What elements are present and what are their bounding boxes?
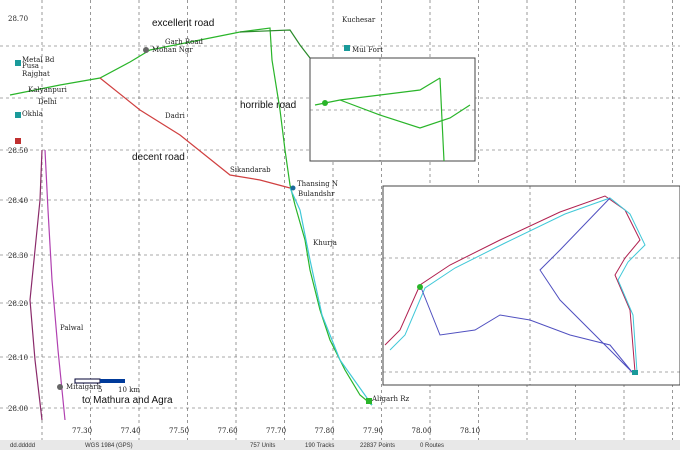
lat-label: 28.20 <box>8 300 28 308</box>
place-label: Mohan Ngr <box>152 46 193 54</box>
status-text: 757 Units <box>250 443 275 449</box>
marker <box>15 60 21 66</box>
marker <box>417 284 423 290</box>
lon-label: 77.80 <box>315 427 335 435</box>
inset-aligarh <box>382 185 680 386</box>
place-label: Thansing N <box>297 180 338 188</box>
route <box>29 149 43 421</box>
scale-segment <box>100 379 125 383</box>
route <box>9 27 373 406</box>
status-text: 0 Routes <box>420 443 444 449</box>
inset-hapur <box>309 57 476 162</box>
place-label: Delhi <box>38 98 58 106</box>
marker <box>15 112 21 118</box>
place-label: Rajghat <box>22 70 50 78</box>
lon-label: 77.60 <box>218 427 238 435</box>
route <box>419 197 633 373</box>
lat-label: 28.00 <box>8 405 28 413</box>
route <box>44 149 66 421</box>
annotation: to Mathura and Agra <box>82 395 173 406</box>
inset-frame <box>382 185 680 386</box>
marker <box>15 138 21 144</box>
scale-segment <box>74 378 101 384</box>
place-label: Khurja <box>313 239 337 247</box>
route <box>339 99 471 129</box>
scale-label: 5 <box>98 386 102 394</box>
lon-label: 77.90 <box>363 427 383 435</box>
status-text: dd.ddddd <box>10 443 35 449</box>
marker <box>143 47 149 53</box>
marker <box>366 398 372 404</box>
status-bar: dd.ddddd WGS 1984 (GPS) 757 Units 190 Track… <box>0 440 680 450</box>
tracks <box>9 27 373 421</box>
marker <box>344 45 350 51</box>
lat-label: 28.10 <box>8 354 28 362</box>
lon-label: 78.00 <box>412 427 432 435</box>
place-label: Sikandarab <box>230 166 271 174</box>
place-label: Aligarh Rz <box>371 395 410 403</box>
place-label: Pusa <box>22 62 39 70</box>
status-text: 190 Tracks <box>305 443 334 449</box>
status-text: 22837 Points <box>360 443 395 449</box>
place-label: Kalyanpuri <box>28 86 68 94</box>
place-label: Mul Fort <box>352 46 383 54</box>
lon-label: 77.50 <box>169 427 189 435</box>
route <box>99 77 291 189</box>
place-label: Dadri <box>165 112 186 120</box>
annotation: horrible road <box>240 100 296 111</box>
place-label: Mitaigarh <box>66 383 102 391</box>
lon-label: 77.40 <box>121 427 141 435</box>
marker <box>57 384 63 390</box>
status-background <box>0 440 680 450</box>
place-label: Garh Road <box>165 38 204 46</box>
place-label: Metal Bd <box>22 56 55 64</box>
route <box>289 187 373 406</box>
marker <box>322 100 328 106</box>
route <box>239 29 311 59</box>
route <box>314 77 441 106</box>
scale-bar <box>74 378 125 384</box>
place-markers <box>15 45 372 404</box>
marker <box>290 185 296 191</box>
scale-label: 10 km <box>118 386 140 394</box>
place-label: Okhla <box>22 110 43 118</box>
place-label: Bulandshr <box>298 190 335 198</box>
place-label: Palwal <box>60 324 84 332</box>
place-label: Kuchesar <box>342 16 376 24</box>
lat-label: 28.50 <box>8 147 28 155</box>
lon-label: 78.10 <box>460 427 480 435</box>
route <box>439 77 445 162</box>
lat-label: 28.40 <box>8 197 28 205</box>
lat-label: 28.30 <box>8 252 28 260</box>
lon-label: 77.30 <box>72 427 92 435</box>
status-text: WGS 1984 (GPS) <box>85 443 133 449</box>
inset-frame <box>309 57 476 162</box>
lon-label: 77.70 <box>266 427 286 435</box>
lat-label: 28.70 <box>8 15 28 23</box>
annotation: decent road <box>132 152 185 163</box>
annotation: excellent road <box>152 18 214 29</box>
marker <box>632 370 638 375</box>
